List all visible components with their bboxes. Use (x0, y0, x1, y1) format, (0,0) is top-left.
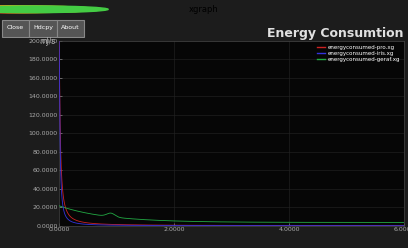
Text: Close: Close (7, 25, 24, 30)
Y-axis label: mJ/s: mJ/s (40, 37, 56, 46)
FancyBboxPatch shape (2, 20, 29, 37)
Circle shape (0, 6, 108, 13)
FancyBboxPatch shape (29, 20, 57, 37)
FancyBboxPatch shape (57, 20, 84, 37)
Legend: energyconsumed-pro.xg, energyconsumed-iris.xg, energyconsumed-geraf.xg: energyconsumed-pro.xg, energyconsumed-ir… (316, 44, 401, 63)
Circle shape (0, 6, 96, 13)
Text: Hdcpy: Hdcpy (33, 25, 53, 30)
Text: About: About (61, 25, 80, 30)
Text: Energy Consumtion: Energy Consumtion (267, 27, 404, 40)
Circle shape (0, 6, 84, 13)
Text: xgraph: xgraph (189, 5, 219, 14)
